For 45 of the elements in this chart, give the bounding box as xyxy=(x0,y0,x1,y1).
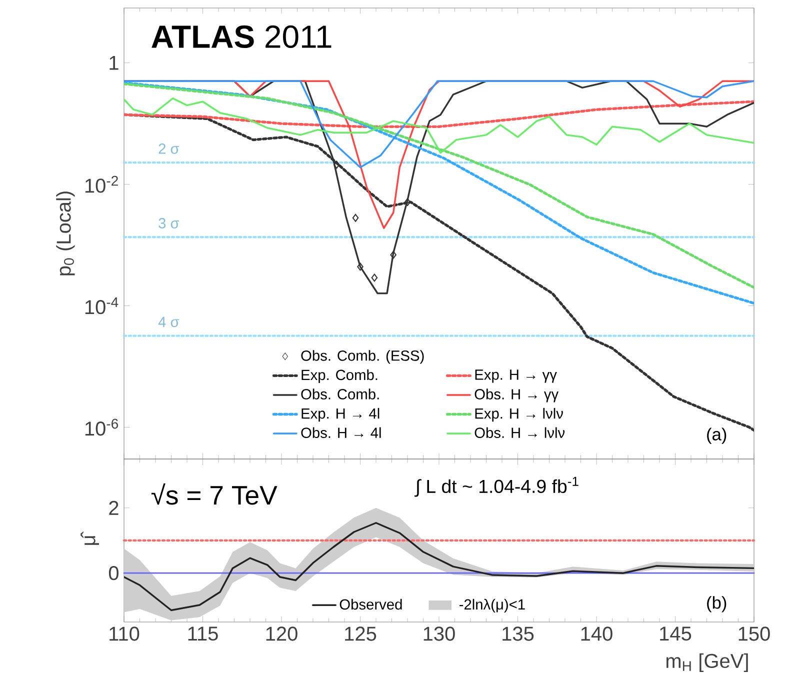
y-tick-label: 1 xyxy=(110,56,118,70)
y-tick-label: 0 xyxy=(108,566,119,580)
x-tick-label: 125 xyxy=(345,626,376,641)
line-series xyxy=(124,98,754,154)
x-tick-label: 130 xyxy=(424,626,455,641)
legend-label: Exp. Comb. xyxy=(302,369,378,384)
annotation: (a) xyxy=(707,428,726,444)
legend-label: Exp. H → lνlν xyxy=(475,408,563,422)
y-tick-label: 2 xyxy=(109,500,118,515)
point xyxy=(352,214,359,222)
y-tick-label: 10$^{-6}$ xyxy=(85,418,118,436)
annotation: (b) xyxy=(707,596,726,612)
x-tick-label: 140 xyxy=(581,626,612,641)
legend-label: Obs. H → lνlν xyxy=(474,427,565,438)
x-tick-label: 115 xyxy=(188,626,218,641)
annotation: ATLAS 2011 xyxy=(152,25,332,48)
ref-line-label: 3 σ xyxy=(158,218,180,228)
point xyxy=(357,262,364,271)
ref-line-label: 2 σ xyxy=(158,143,180,154)
y-axis-title: p$_{0}$ (Local) xyxy=(56,192,75,276)
x-tick-label: 110 xyxy=(110,626,140,641)
x-axis-title: m$_{H}$ [GeV] xyxy=(666,653,748,672)
legend-label: Exp. H → 4l xyxy=(302,408,380,422)
legend-label: Obs. H → γγ xyxy=(474,388,559,402)
y-tick-label: 10$^{-4}$ xyxy=(85,297,118,314)
line-series xyxy=(124,80,754,168)
point xyxy=(390,250,396,259)
annotation: -2lnλ(μ)<1 xyxy=(459,598,525,613)
x-tick-label: 150 xyxy=(738,626,770,641)
annotation: √s = 7 TeV xyxy=(151,483,278,505)
x-tick-label: 135 xyxy=(502,626,534,641)
line-series xyxy=(124,100,754,128)
ref-line-label: 4 σ xyxy=(158,316,180,328)
x-tick-label: 120 xyxy=(266,626,298,641)
legend-label: Obs. H → 4l xyxy=(301,427,381,438)
y-axis-title: μ̂ xyxy=(80,531,100,545)
line-series xyxy=(124,522,754,612)
x-tick-label: 145 xyxy=(660,626,692,641)
legend-label: Obs. Comb. xyxy=(301,388,379,400)
y-tick-label: 10$^{-2}$ xyxy=(85,176,118,193)
legend-label: Obs. Comb. (ESS) xyxy=(301,350,424,364)
legend-label: Exp. H → γγ xyxy=(475,370,557,383)
annotation: ∫ L dt ~ 1.04-4.9 fb$^{-1}$ xyxy=(414,476,578,497)
point xyxy=(371,274,378,282)
legend-label: Observed xyxy=(340,598,402,610)
